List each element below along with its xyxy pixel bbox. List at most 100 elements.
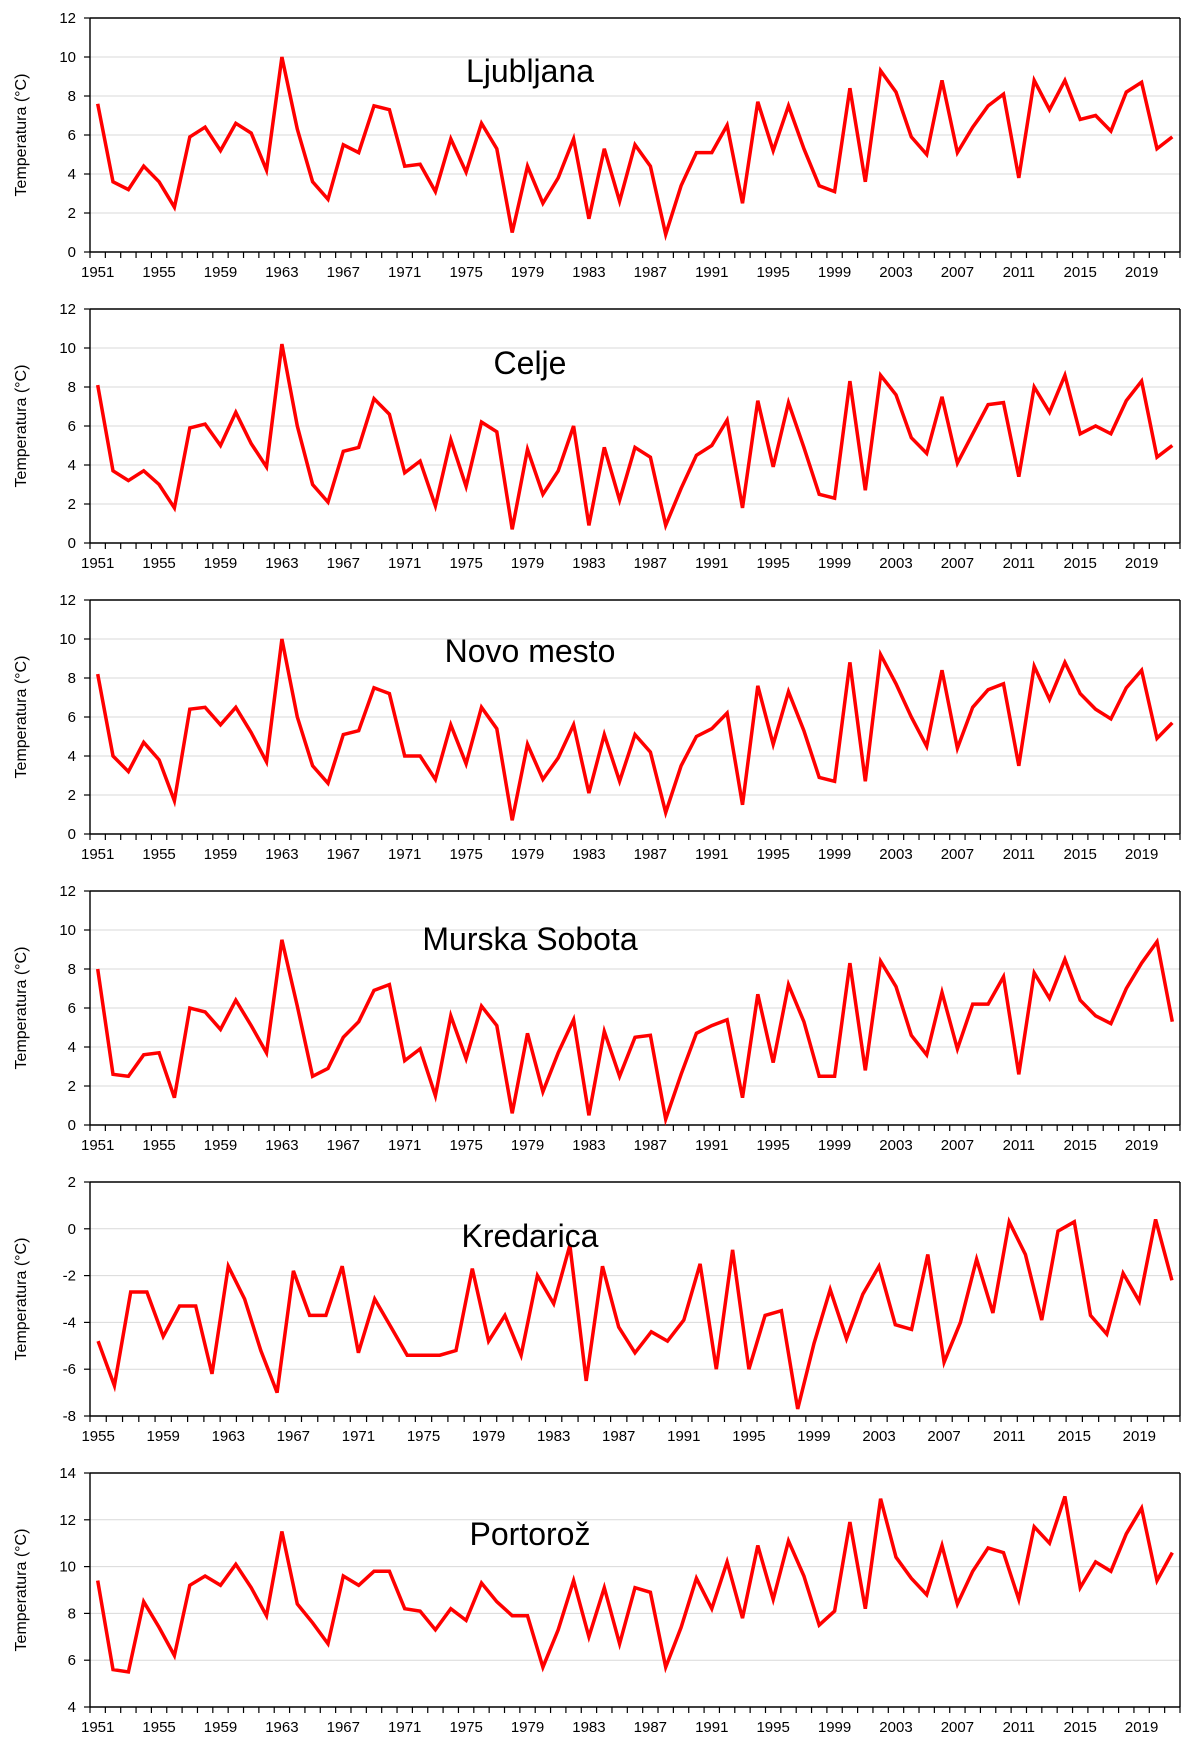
x-tick-label: 2003 [879, 1719, 912, 1736]
y-tick-label: -6 [63, 1361, 76, 1378]
x-tick-label: 2003 [879, 555, 912, 572]
y-tick-label: 2 [68, 787, 76, 804]
x-tick-label: 1967 [327, 555, 360, 572]
x-tick-label: 1999 [818, 1719, 851, 1736]
x-tick-label: 2003 [862, 1428, 895, 1445]
x-tick-label: 1955 [142, 264, 175, 281]
x-tick-label: 1959 [204, 264, 237, 281]
chart-panel-0: 0 2 4 6 8 10 12 1951 1955 1959 1963 1967 1971 1975 197… [13, 10, 1181, 281]
y-tick-label: 4 [68, 457, 76, 474]
x-tick-label: 1951 [81, 264, 114, 281]
series-line [95, 937, 1175, 1127]
x-tick-label: 2015 [1064, 555, 1097, 572]
x-tick-label: 1999 [797, 1428, 830, 1445]
y-tick-label: 0 [68, 535, 76, 552]
chart-panel-1: 0 2 4 6 8 10 12 1951 1955 1959 1963 1967 1971 1975 197… [13, 301, 1181, 572]
x-tick-label: 2011 [1003, 1719, 1035, 1736]
series-line [95, 1495, 1174, 1674]
y-tick-label: -4 [63, 1314, 76, 1331]
x-tick-label: 1991 [695, 264, 728, 281]
x-tick-label: 2003 [879, 264, 912, 281]
x-tick-label: 1951 [81, 1719, 114, 1736]
y-tick-label: 12 [59, 883, 76, 900]
x-tick-label: 2003 [879, 846, 912, 863]
x-tick-label: 2011 [993, 1428, 1025, 1445]
station-title: Celje [494, 345, 567, 381]
x-tick-label: 1951 [81, 846, 114, 863]
x-tick-label: 1955 [81, 1428, 114, 1445]
x-tick-label: 1963 [212, 1428, 245, 1445]
x-tick-label: 1955 [142, 1137, 175, 1154]
x-tick-label: 1991 [695, 1719, 728, 1736]
x-tick-label: 1975 [449, 555, 482, 572]
x-tick-label: 1963 [265, 264, 298, 281]
y-tick-label: 12 [59, 1512, 76, 1529]
x-tick-label: 1983 [572, 1137, 605, 1154]
chart-panel-5: 4 6 8 10 12 14 1951 1955 1959 1963 1967 1971 1975 197… [13, 1465, 1181, 1736]
station-title: Novo mesto [445, 633, 616, 669]
x-tick-label: 1983 [572, 1719, 605, 1736]
x-tick-label: 1963 [265, 1719, 298, 1736]
y-tick-label: 10 [59, 49, 76, 66]
y-tick-label: 6 [68, 1000, 76, 1017]
y-tick-label: 0 [68, 244, 76, 261]
x-tick-label: 1979 [511, 264, 544, 281]
x-tick-label: 1967 [327, 264, 360, 281]
x-tick-label: 1959 [204, 846, 237, 863]
y-tick-label: 4 [68, 1699, 76, 1716]
x-tick-label: 1983 [572, 264, 605, 281]
x-tick-label: 2007 [927, 1428, 960, 1445]
y-axis-label: Temperatura (°C) [13, 365, 30, 488]
x-tick-label: 1995 [756, 264, 789, 281]
x-tick-label: 1987 [634, 555, 667, 572]
x-tick-label: 1971 [388, 555, 421, 572]
y-axis-label: Temperatura (°C) [13, 1529, 30, 1652]
x-tick-label: 2019 [1125, 555, 1158, 572]
x-tick-label: 1987 [634, 846, 667, 863]
x-tick-label: 2019 [1125, 264, 1158, 281]
y-tick-label: 8 [68, 1605, 76, 1622]
x-tick-label: 1991 [667, 1428, 700, 1445]
y-tick-label: 12 [59, 592, 76, 609]
x-tick-label: 1999 [818, 1137, 851, 1154]
x-tick-label: 2007 [941, 1137, 974, 1154]
x-tick-label: 2011 [1003, 846, 1035, 863]
x-tick-label: 1995 [756, 1719, 789, 1736]
chart-panel-4: -8 -6 -4 -2 0 2 1955 1959 1963 1967 1971 1975 1979 19… [13, 1174, 1181, 1445]
y-tick-label: 6 [68, 709, 76, 726]
x-tick-label: 2007 [941, 1719, 974, 1736]
y-tick-label: 10 [59, 340, 76, 357]
x-tick-label: 1979 [472, 1428, 505, 1445]
x-tick-label: 2019 [1123, 1428, 1156, 1445]
y-tick-label: 2 [68, 496, 76, 513]
x-tick-label: 1963 [265, 846, 298, 863]
x-tick-label: 2015 [1064, 1137, 1097, 1154]
y-tick-label: 2 [68, 205, 76, 222]
x-tick-label: 1995 [756, 846, 789, 863]
y-axis-label: Temperatura (°C) [13, 1238, 30, 1361]
x-tick-label: 1995 [756, 1137, 789, 1154]
x-tick-label: 2015 [1058, 1428, 1091, 1445]
y-tick-label: 8 [68, 961, 76, 978]
x-tick-label: 1995 [732, 1428, 765, 1445]
y-tick-label: 0 [68, 826, 76, 843]
x-tick-label: 1979 [511, 555, 544, 572]
y-axis-label: Temperatura (°C) [13, 947, 30, 1070]
x-tick-label: 1975 [449, 1719, 482, 1736]
x-tick-label: 1959 [204, 1137, 237, 1154]
x-tick-label: 1995 [756, 555, 789, 572]
x-tick-label: 2011 [1003, 555, 1035, 572]
x-tick-label: 1983 [537, 1428, 570, 1445]
x-tick-label: 1975 [449, 264, 482, 281]
y-tick-label: 6 [68, 418, 76, 435]
x-tick-label: 2011 [1003, 264, 1035, 281]
x-tick-label: 2007 [941, 555, 974, 572]
y-tick-label: 8 [68, 88, 76, 105]
x-tick-label: 2007 [941, 264, 974, 281]
station-title: Kredarica [462, 1218, 599, 1254]
x-tick-label: 1971 [342, 1428, 375, 1445]
x-tick-label: 2015 [1064, 846, 1097, 863]
x-tick-label: 1991 [695, 846, 728, 863]
y-tick-label: 2 [68, 1174, 76, 1191]
